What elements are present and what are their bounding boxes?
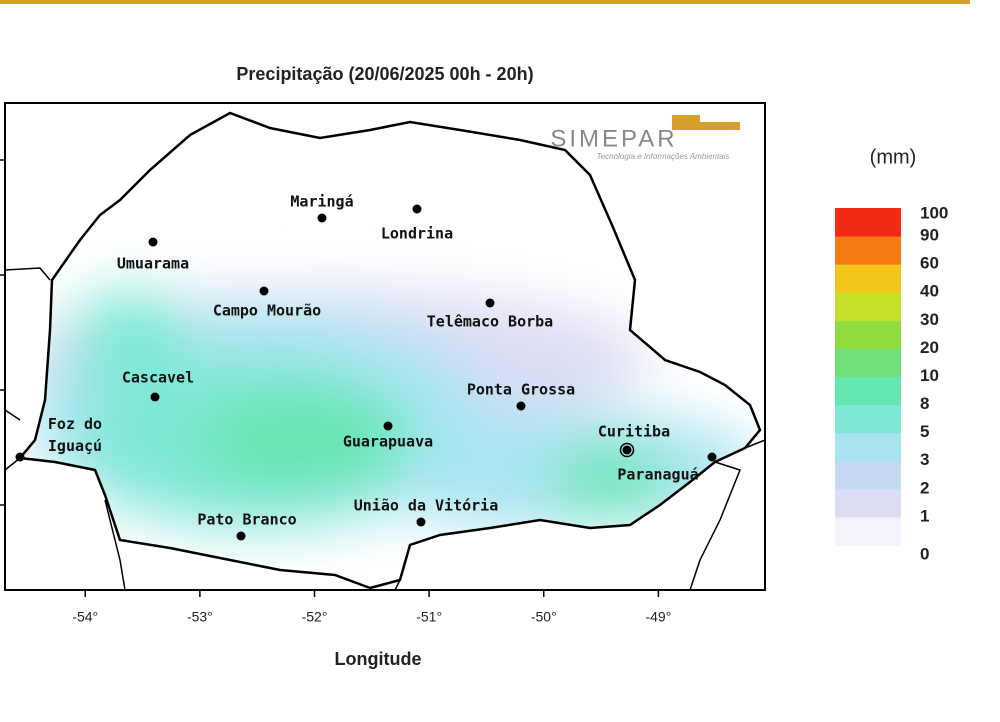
colorbar-segment [835,264,901,293]
city-label: Pato Branco [197,511,296,529]
colorbar-segment [835,208,901,237]
colorbar-label: 5 [920,422,929,441]
x-tick-label: -51° [416,609,442,625]
colorbar-label: 3 [920,450,929,469]
city-dot [383,421,393,431]
border-lines [4,267,766,591]
colorbar-label: 2 [920,478,929,497]
city-label: Maringá [290,193,353,211]
colorbar-label: 40 [920,282,939,301]
legend-unit: (mm) [870,146,917,168]
city-dot [259,286,269,296]
city-dot [412,204,422,214]
city-dot [516,401,526,411]
city-label: Campo Mourão [213,302,321,320]
city-label: Telêmaco Borba [427,313,553,331]
x-axis-label: Longitude [335,649,422,669]
precipitation-field [20,113,760,588]
x-tick-label: -50° [531,609,557,625]
colorbar-label: 100 [920,203,948,222]
city-dot [150,392,160,402]
dynamic-layer: -54° -53° -52° -51° -50° -49° Maringá Londrina U… [0,159,948,625]
city-label: Umuarama [117,255,189,273]
colorbar-segment [835,404,901,434]
colorbar-label: 20 [920,338,939,357]
x-tick-label: -49° [645,609,671,625]
colorbar-segment [835,460,901,490]
colorbar-segment [835,236,901,265]
city-dot [622,445,632,455]
colorbar-label: 30 [920,310,939,329]
logo: SIMEPAR Tecnologia e Informações Ambient… [550,115,740,161]
city-ring [619,442,635,458]
x-tick-label: -53° [187,609,213,625]
logo-name: SIMEPAR [550,125,677,152]
city-label: União da Vitória [354,497,499,515]
city-label: Paranaguá [617,466,698,484]
colorbar-label: 0 [920,544,929,563]
title: Precipitação (20/06/2025 00h - 20h) [236,64,533,84]
x-tick-label: -52° [302,609,328,625]
city-dot [148,237,158,247]
colorbar-label: 8 [920,394,929,413]
colorbar-segment [835,376,901,406]
city-label: Ponta Grossa [467,381,575,399]
city-label: Foz do Iguaçú [48,415,102,455]
city-label: Cascavel [122,369,194,387]
city-dot [236,531,246,541]
city-label: Londrina [381,225,453,243]
x-tick-label: -54° [72,609,98,625]
city-dot [416,517,426,527]
city-label: Curitiba [598,423,670,441]
colorbar-segment [835,292,901,321]
city-dot [485,298,495,308]
logo-tagline: Tecnologia e Informações Ambientais [597,152,730,161]
colorbar-segment [835,516,901,546]
colorbar-segment [835,488,901,518]
colorbar-segment [835,348,901,377]
colorbar-label: 1 [920,506,929,525]
city-dot [317,213,327,223]
city-dot [707,452,717,462]
colorbar-segment [835,320,901,349]
top-rule [0,0,970,4]
colorbar-label: 60 [920,254,939,273]
colorbar-label: 10 [920,366,939,385]
city-dot [15,452,25,462]
city-label: Guarapuava [343,433,433,451]
colorbar-label: 90 [920,226,939,245]
colorbar-segment [835,432,901,462]
